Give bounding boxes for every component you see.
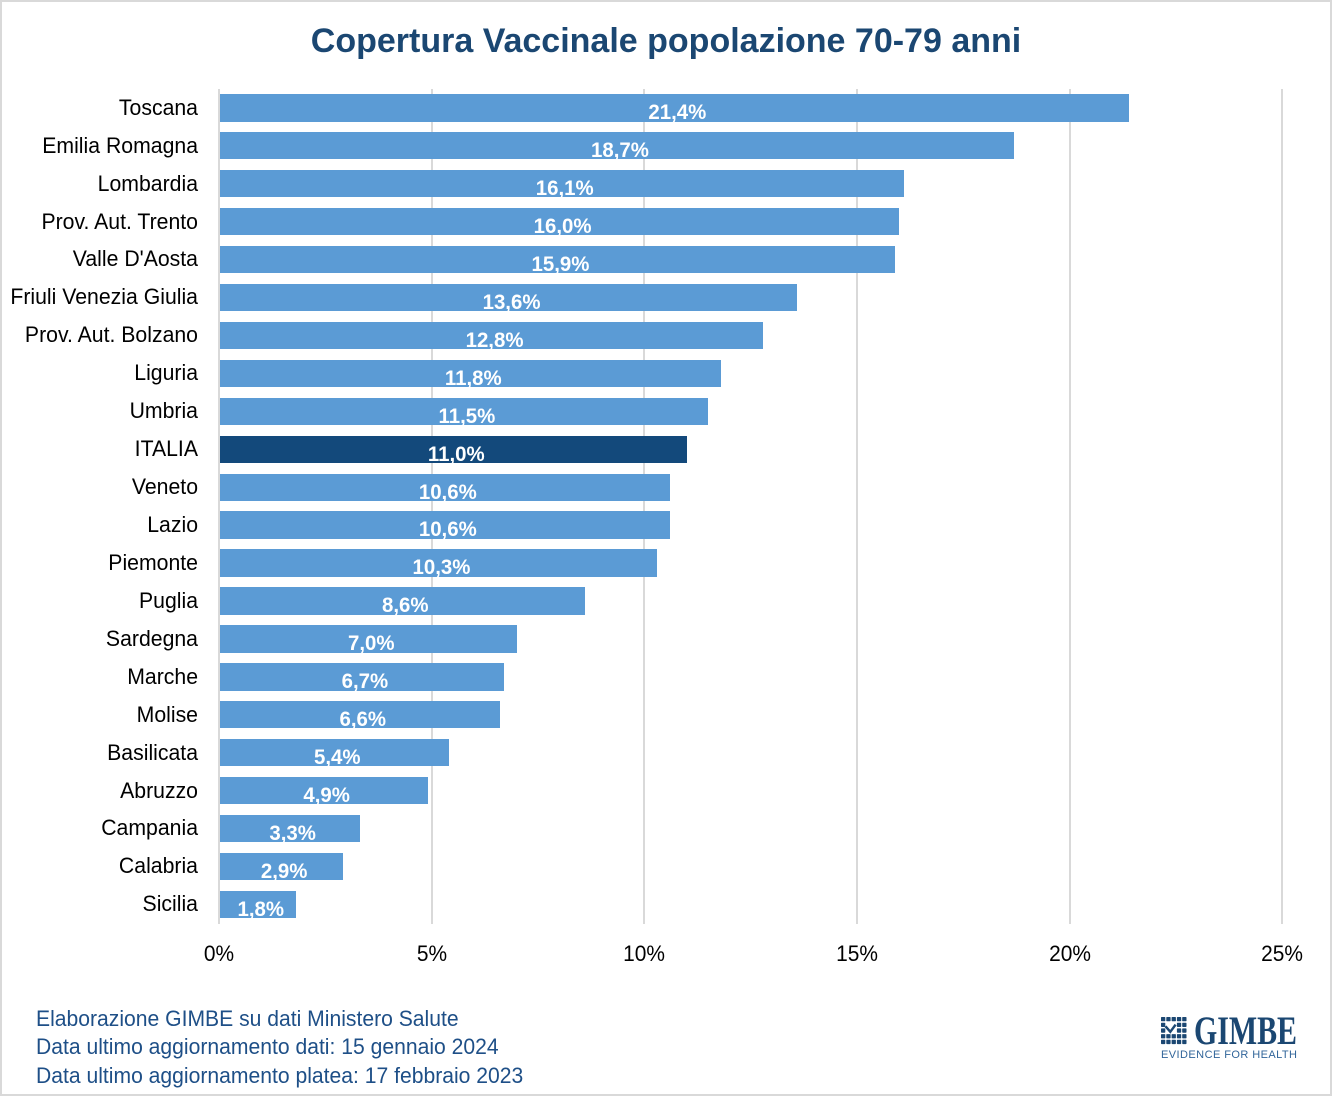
- svg-text:EVIDENCE FOR HEALTH: EVIDENCE FOR HEALTH: [1161, 1049, 1297, 1061]
- svg-text:GIMBE: GIMBE: [1194, 1012, 1297, 1053]
